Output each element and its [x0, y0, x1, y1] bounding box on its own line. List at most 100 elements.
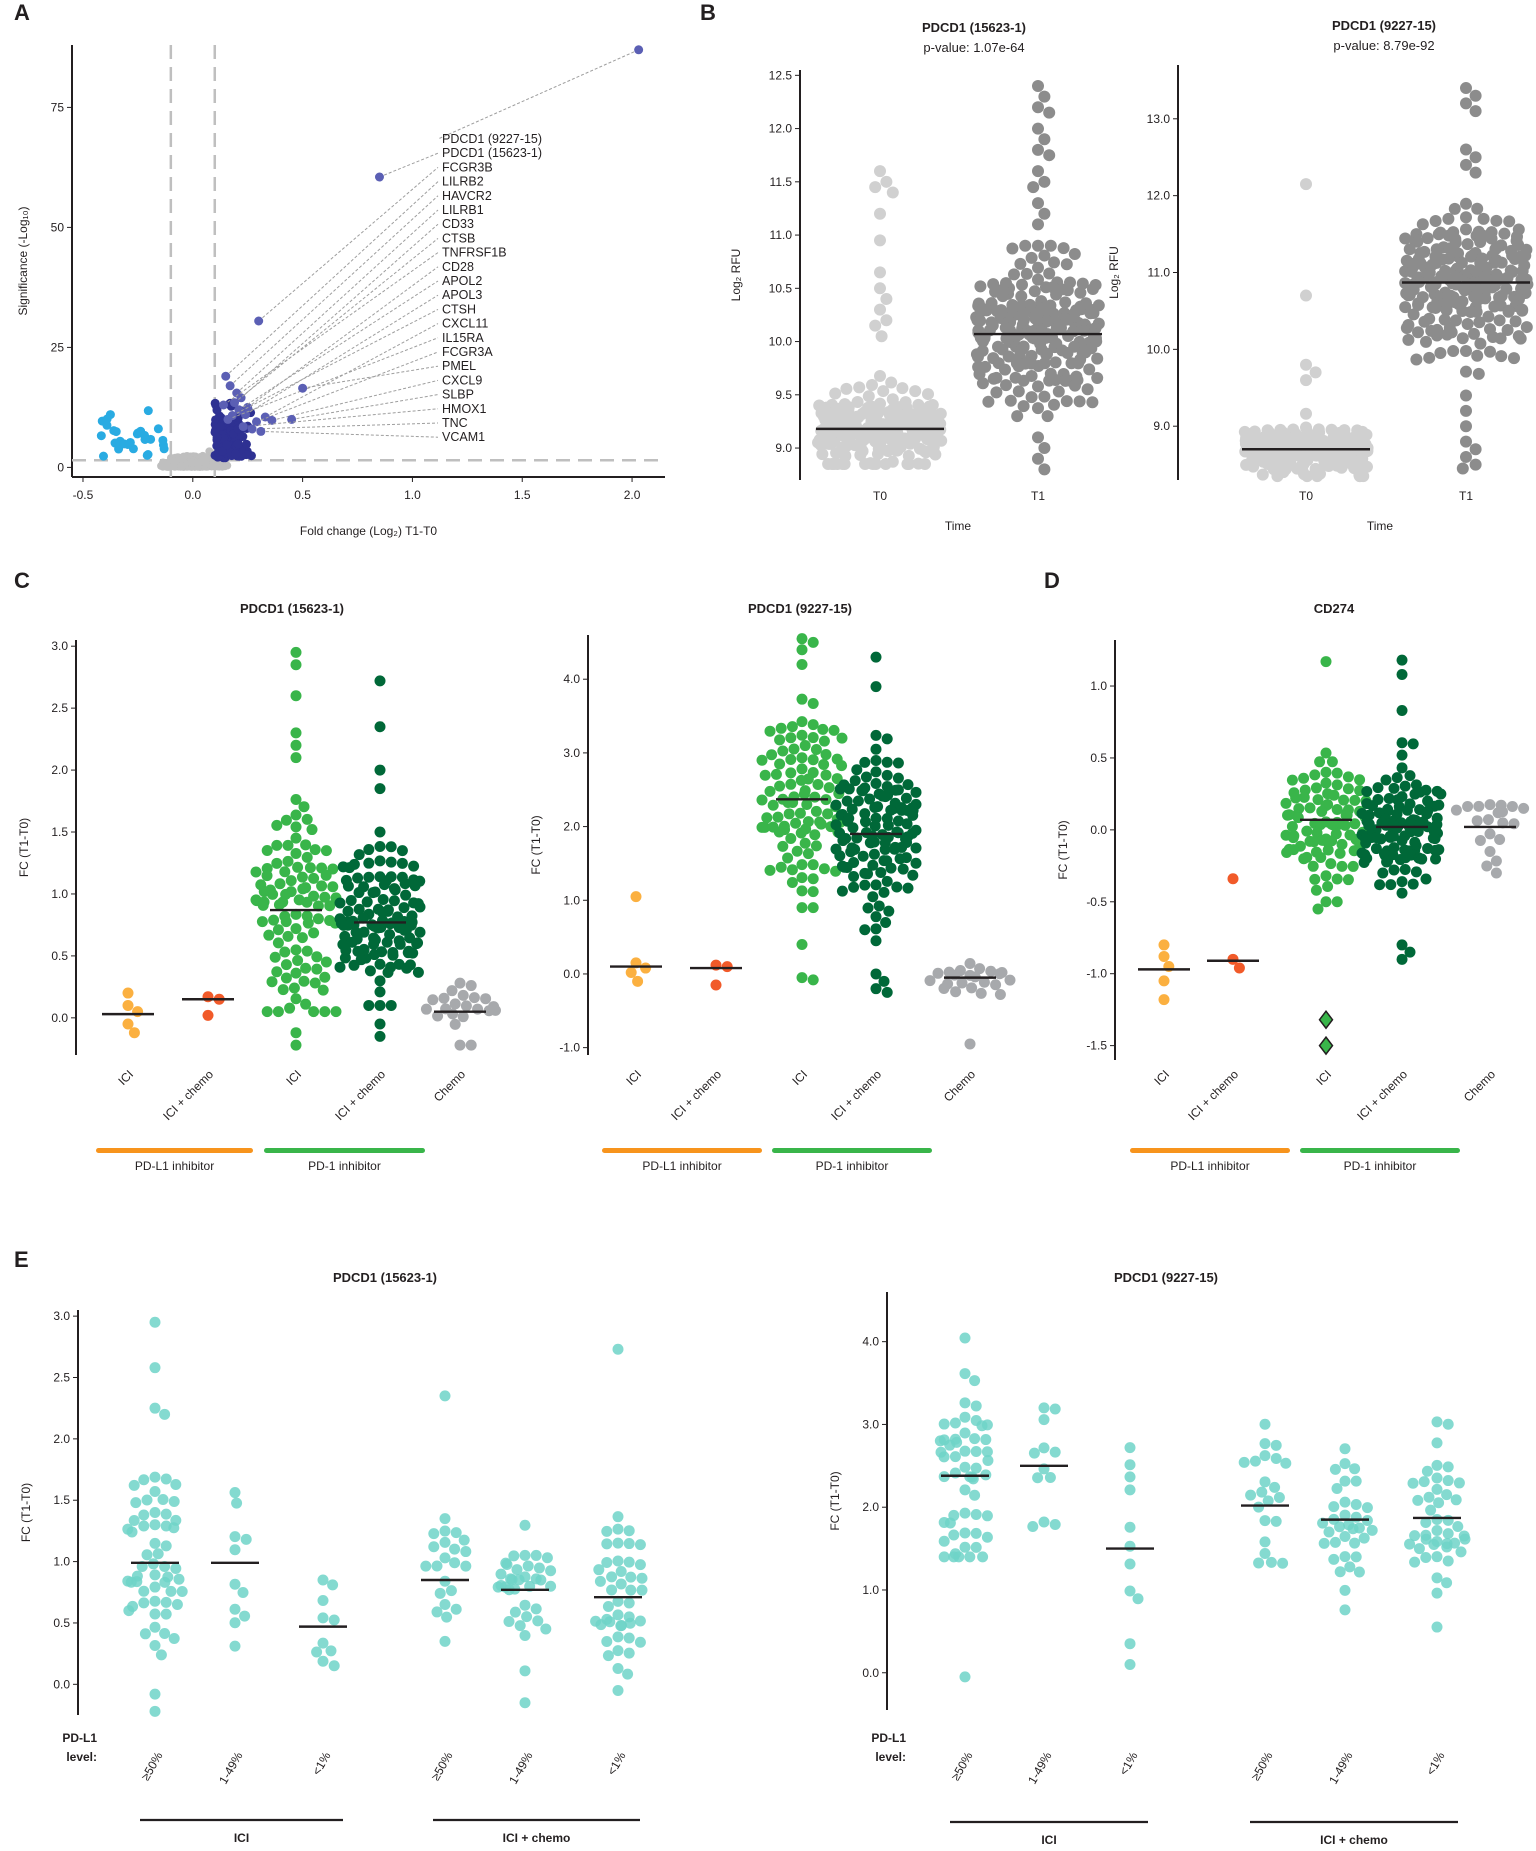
B1-point [1084, 307, 1097, 320]
D-x-tick-label: ICI [1313, 1067, 1334, 1088]
C1-title: PDCD1 (15623-1) [240, 601, 344, 616]
B2-point [1410, 353, 1423, 366]
E1-point [171, 1598, 183, 1610]
volcano-gene-label: LILRB2 [442, 175, 484, 189]
E2-point [959, 1445, 971, 1457]
E1-x-tick-label: ≥50% [428, 1749, 456, 1783]
volcano-point-ns [169, 462, 178, 471]
C2-point [865, 837, 877, 849]
C1-point [300, 839, 312, 851]
B2-point [1271, 470, 1284, 483]
E1-point [541, 1552, 553, 1564]
B1-title: PDCD1 (15623-1) [922, 20, 1026, 35]
C2-point [870, 651, 882, 663]
B1-point [974, 314, 987, 327]
C2-point [860, 771, 872, 783]
B1-point [1062, 329, 1075, 342]
C2-point [910, 842, 922, 854]
volcano-leader-line [243, 408, 439, 428]
D-point [1331, 896, 1343, 908]
E2-point [1431, 1416, 1443, 1428]
D-tick-label: 1.0 [1090, 679, 1107, 693]
C2-x-tick-label: ICI + chemo [668, 1067, 724, 1123]
volcano-leader-line [271, 379, 439, 421]
C1-tick-label: 1.0 [51, 887, 68, 901]
E2-point [1442, 1514, 1454, 1526]
C2-point [807, 636, 819, 648]
E1-tick-label: 3.0 [53, 1309, 70, 1323]
C2-point [786, 877, 798, 889]
D-point [1227, 953, 1239, 965]
D-point [1342, 771, 1354, 783]
volcano-y-label: Significance (-Log₁₀) [16, 206, 30, 315]
C1-point [290, 967, 302, 979]
volcano-gene-label: PDCD1 (9227-15) [442, 132, 542, 146]
B2-point [1460, 435, 1472, 448]
E2-point [1124, 1459, 1136, 1471]
E2-point [1431, 1514, 1443, 1526]
D-point [1298, 791, 1310, 803]
C1-point [388, 895, 400, 907]
D-point [1404, 946, 1416, 958]
C1-point [285, 875, 297, 887]
B1-point [1044, 239, 1057, 252]
C2-point [870, 879, 882, 891]
E2-point [1442, 1461, 1454, 1473]
B1-point [869, 319, 882, 332]
D-point [1381, 856, 1393, 868]
C1-x-tick-label: ICI [115, 1067, 136, 1088]
E1-point [503, 1615, 515, 1627]
E1-point [165, 1585, 177, 1597]
E2-point [1431, 1621, 1443, 1633]
B2-point [1420, 335, 1432, 348]
B2-point [1400, 322, 1413, 335]
C1-point [290, 944, 302, 956]
E2-point [1339, 1604, 1351, 1616]
D-diamond-point [1318, 1035, 1334, 1056]
B1-point [1041, 410, 1054, 423]
E1-point [325, 1645, 337, 1657]
C1-point [297, 883, 309, 895]
B2-point [1460, 82, 1472, 95]
volcano-point-labeled [247, 424, 257, 434]
B1-point [1015, 290, 1028, 303]
B2-point [1460, 158, 1472, 171]
C2-point [785, 833, 797, 845]
E1-point [431, 1560, 443, 1572]
C1-group-label: PD-L1 inhibitor [135, 1159, 214, 1173]
E1-tick-label: 0.5 [53, 1616, 70, 1630]
B1-point [875, 330, 888, 343]
B2-point [1442, 212, 1455, 225]
E2-point [1350, 1551, 1362, 1563]
volcano-point-labeled [230, 398, 240, 408]
B2-tick-label: 11.0 [1148, 266, 1171, 280]
E2-point [1350, 1498, 1362, 1510]
B1-tick-label: 12.0 [769, 122, 793, 136]
E2-point [1404, 1538, 1416, 1550]
B1-point [1049, 356, 1062, 369]
E1-point [141, 1549, 153, 1561]
volcano-point-down [142, 450, 152, 460]
D-point [1328, 789, 1340, 801]
C1-point [290, 908, 302, 920]
B2-point [1503, 215, 1516, 228]
D-point [1314, 756, 1326, 768]
E2-point [953, 1551, 965, 1563]
C1-point [320, 956, 332, 968]
E1-point [159, 1627, 171, 1639]
C2-point [902, 882, 914, 894]
C1-point [290, 832, 302, 844]
B1-point [1032, 452, 1044, 465]
E1-point [602, 1650, 614, 1662]
C1-point [394, 938, 406, 950]
C2-point [841, 795, 853, 807]
C2-point [834, 783, 846, 795]
B1-point [1025, 391, 1038, 404]
C2-point [817, 723, 829, 735]
C2-point [870, 911, 882, 923]
E2-group-label: ICI + chemo [1320, 1833, 1388, 1847]
E2-point [959, 1527, 971, 1539]
B1-point [874, 266, 886, 279]
E1-point [439, 1525, 451, 1537]
B1-point [854, 448, 867, 461]
